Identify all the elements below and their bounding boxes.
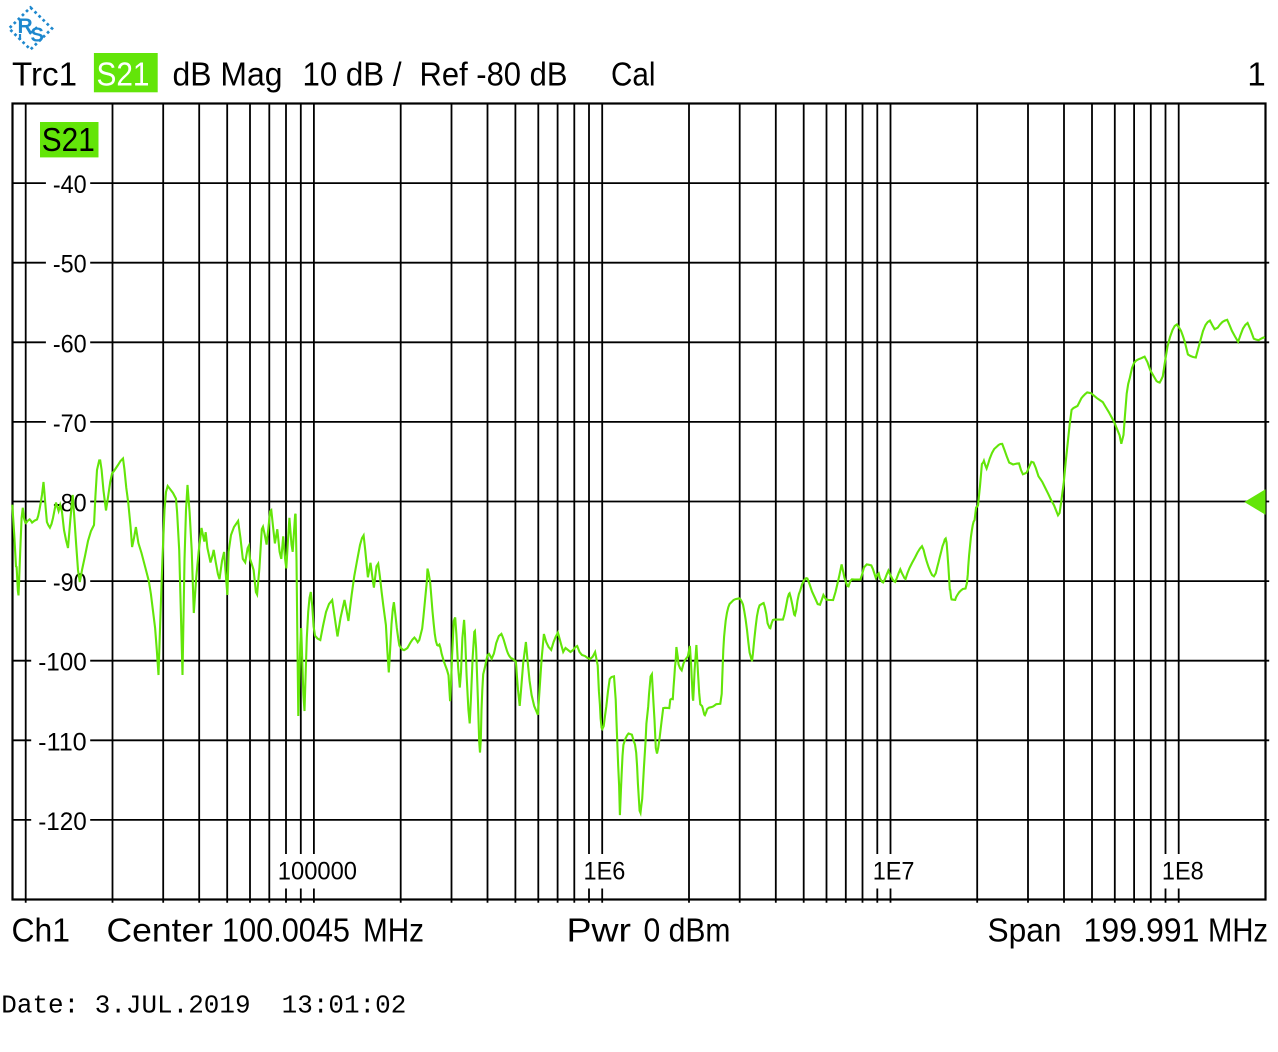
svg-text:199.991: 199.991 bbox=[1084, 912, 1200, 949]
svg-text:-120: -120 bbox=[38, 808, 87, 836]
svg-text:-50: -50 bbox=[53, 251, 87, 279]
svg-text:1E7: 1E7 bbox=[873, 857, 915, 885]
svg-text:-110: -110 bbox=[38, 728, 87, 756]
svg-text:S21: S21 bbox=[97, 56, 150, 93]
svg-text:100000: 100000 bbox=[278, 857, 357, 885]
svg-text:-60: -60 bbox=[53, 330, 87, 358]
svg-text:S21: S21 bbox=[42, 121, 95, 158]
svg-text:MHz: MHz bbox=[1208, 912, 1268, 949]
svg-text:Span: Span bbox=[988, 912, 1062, 949]
svg-text:-40: -40 bbox=[53, 171, 87, 199]
svg-text:-70: -70 bbox=[53, 410, 87, 438]
svg-text:0 dBm: 0 dBm bbox=[644, 912, 731, 949]
svg-text:10 dB /: 10 dB / bbox=[303, 56, 403, 93]
svg-text:Date: 3.JUL.2019 13:01:02: Date: 3.JUL.2019 13:01:02 bbox=[1, 992, 406, 1021]
svg-text:Pwr: Pwr bbox=[567, 912, 632, 949]
svg-text:-80: -80 bbox=[53, 490, 87, 518]
svg-text:1E8: 1E8 bbox=[1162, 857, 1204, 885]
svg-text:1E6: 1E6 bbox=[584, 857, 626, 885]
svg-text:R: R bbox=[18, 15, 33, 38]
svg-text:MHz: MHz bbox=[363, 912, 424, 949]
svg-text:dB Mag: dB Mag bbox=[173, 56, 283, 93]
svg-text:Ref -80 dB: Ref -80 dB bbox=[420, 56, 568, 93]
svg-text:Trc1: Trc1 bbox=[12, 56, 77, 93]
svg-text:1: 1 bbox=[1247, 56, 1265, 93]
svg-text:Cal: Cal bbox=[611, 56, 656, 93]
svg-text:Ch1: Ch1 bbox=[12, 912, 71, 949]
svg-text:Center: Center bbox=[107, 912, 214, 949]
svg-text:-100: -100 bbox=[38, 649, 87, 677]
svg-text:100.0045: 100.0045 bbox=[222, 912, 350, 949]
